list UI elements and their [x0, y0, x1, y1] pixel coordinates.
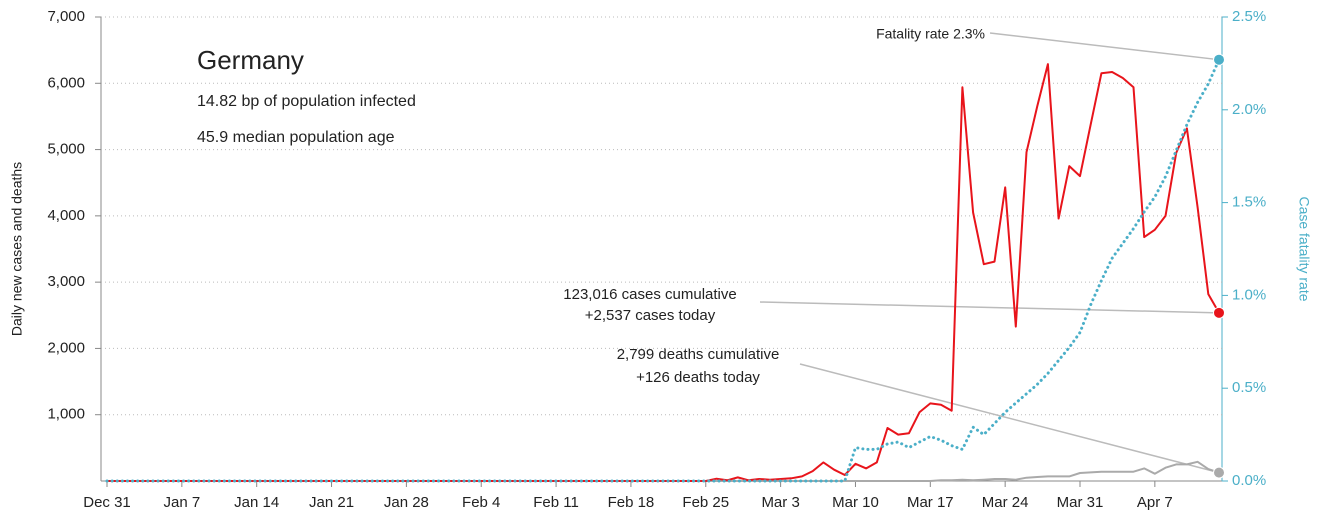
x-tick-label: Feb 11 — [533, 494, 579, 511]
x-tick-label: Mar 31 — [1057, 494, 1104, 511]
line-2 — [105, 58, 1221, 483]
end-point — [1213, 53, 1225, 66]
annotation: 2,799 deaths cumulative — [617, 346, 780, 363]
x-tick-label: Feb 18 — [608, 494, 655, 511]
y2-tick-label: 2.5% — [1232, 8, 1266, 25]
y2-tick-label: 2.0% — [1232, 101, 1266, 118]
y2-tick-label: 1.0% — [1232, 286, 1266, 303]
x-tick-label: Jan 28 — [384, 494, 429, 511]
annotation: +2,537 cases today — [585, 307, 716, 324]
y-axis-label: Daily new cases and deaths — [9, 162, 25, 336]
y-tick-label: 2,000 — [47, 339, 85, 356]
y2-tick-label: 1.5% — [1232, 194, 1266, 211]
y2-tick-label: 0.5% — [1232, 379, 1266, 396]
subtitle: 45.9 median population age — [197, 129, 395, 146]
x-tick-label: Mar 24 — [982, 494, 1029, 511]
y-tick-label: 7,000 — [47, 8, 85, 25]
line-1 — [107, 460, 1220, 482]
x-tick-label: Mar 10 — [832, 494, 879, 511]
end-point — [1213, 306, 1225, 319]
x-tick-label: Jan 14 — [234, 494, 279, 511]
x-tick-label: Dec 31 — [83, 494, 131, 511]
line-0 — [107, 63, 1220, 482]
y-tick-label: 6,000 — [47, 74, 85, 91]
y-tick-label: 4,000 — [47, 207, 85, 224]
x-tick-label: Feb 4 — [462, 494, 500, 511]
end-point — [1213, 466, 1225, 479]
annotation: +126 deaths today — [636, 369, 760, 386]
x-tick-label: Mar 3 — [761, 494, 799, 511]
y-tick-label: 3,000 — [47, 273, 85, 290]
y2-tick-label: 0.0% — [1232, 472, 1266, 489]
x-tick-label: Mar 17 — [907, 494, 954, 511]
x-tick-label: Jan 7 — [163, 494, 200, 511]
x-tick-label: Feb 25 — [682, 494, 729, 511]
leader-line — [989, 32, 1220, 61]
annotation: 123,016 cases cumulative — [563, 286, 736, 303]
leader-line — [799, 363, 1220, 474]
chart-title: Germany — [197, 45, 304, 75]
annotation: Fatality rate 2.3% — [876, 26, 985, 42]
y-tick-label: 1,000 — [47, 406, 85, 423]
y2-axis-label: Case fatality rate — [1296, 196, 1312, 301]
y-tick-label: 5,000 — [47, 141, 85, 158]
x-tick-label: Apr 7 — [1137, 494, 1173, 511]
subtitle: 14.82 bp of population infected — [197, 93, 416, 110]
x-tick-label: Jan 21 — [309, 494, 354, 511]
leader-line — [759, 301, 1220, 314]
